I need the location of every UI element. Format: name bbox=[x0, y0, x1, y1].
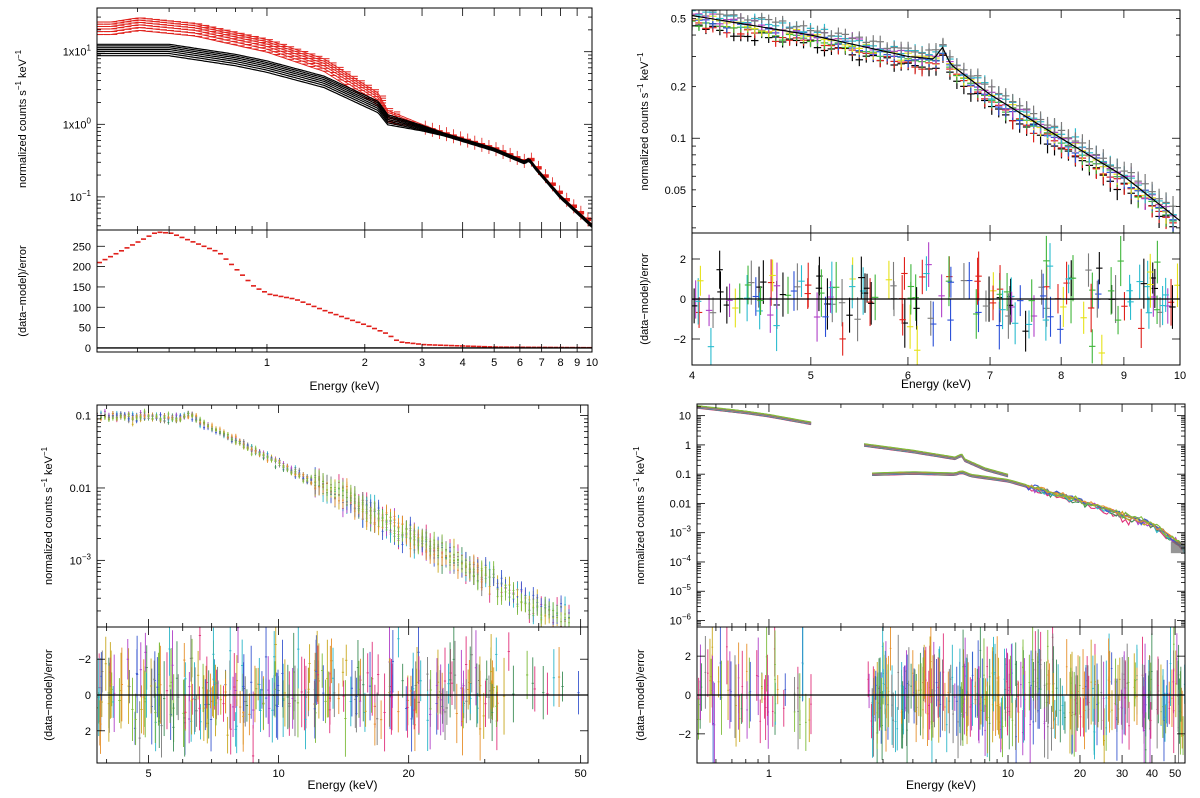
panel-b: 0.5 0.2 0.1 0.05 −2 0 2 4 5 6 7 8 9 10 Energy (keV) nor… bbox=[636, 9, 1186, 391]
x-tick-label: 1 bbox=[264, 357, 270, 369]
x-tick-label: 7 bbox=[987, 370, 993, 382]
model-curve-red bbox=[97, 21, 592, 226]
y-axis-label-bottom: (data−model)/error bbox=[639, 253, 651, 345]
y-tick-label: 2 bbox=[85, 726, 91, 738]
model-curve-black bbox=[97, 43, 592, 226]
y-axis-label-top: normalized counts s−1 keV−1 bbox=[14, 49, 29, 188]
x-tick-label: 4 bbox=[460, 357, 466, 369]
x-tick-label: 7 bbox=[539, 357, 545, 369]
y-tick-label: 0 bbox=[85, 690, 91, 702]
x-tick-label: 2 bbox=[362, 357, 368, 369]
model-curve-black bbox=[97, 45, 592, 226]
model-curve-red bbox=[97, 24, 592, 227]
y-tick-label: 0 bbox=[85, 343, 91, 355]
x-tick-label: 5 bbox=[145, 768, 151, 780]
y-tick-label: 0.1 bbox=[671, 133, 686, 145]
y-tick-label: 10−1 bbox=[70, 189, 92, 204]
top-plot-area bbox=[97, 17, 592, 228]
x-tick-label: 50 bbox=[575, 768, 587, 780]
model-curve-black bbox=[97, 50, 592, 227]
y-tick-label: 150 bbox=[73, 282, 91, 294]
top-plot-area bbox=[97, 408, 570, 627]
x-tick-label: 5 bbox=[808, 370, 814, 382]
y-tick-label: 250 bbox=[73, 241, 91, 253]
bottom-plot-area bbox=[97, 627, 588, 763]
x-tick-label: 20 bbox=[403, 768, 415, 780]
y-tick-label: 1x100 bbox=[63, 116, 92, 131]
bottom-frame bbox=[96, 229, 593, 353]
x-tick-label: 4 bbox=[689, 370, 695, 382]
x-tick-label: 5 bbox=[491, 357, 497, 369]
panel-a: 1x101 1x100 10−1 0 50 100 150 200 250 1 2 3 4 5 6 7 8 9 10… bbox=[14, 7, 598, 393]
y-tick-label: 10−3 bbox=[70, 552, 92, 567]
x-tick-label: 3 bbox=[419, 357, 425, 369]
model-curve-black bbox=[97, 52, 592, 228]
model-curve-red bbox=[97, 29, 592, 228]
y-tick-label: 100 bbox=[73, 302, 91, 314]
y-tick-label: 0.1 bbox=[76, 411, 91, 423]
x-tick-label: 6 bbox=[905, 370, 911, 382]
top-frame bbox=[96, 7, 593, 231]
x-tick-label: 9 bbox=[574, 357, 580, 369]
y-tick-label: 2 bbox=[680, 254, 686, 266]
y-tick-label: 0.5 bbox=[671, 13, 686, 25]
x-tick-label: 10 bbox=[586, 357, 598, 369]
y-tick-label: 0.01 bbox=[70, 483, 91, 495]
x-axis-label: Energy (keV) bbox=[309, 379, 379, 393]
y-tick-label: 50 bbox=[79, 323, 91, 335]
y-axis-label-top: normalized counts s−1 keV−1 bbox=[636, 52, 651, 191]
x-tick-label: 10 bbox=[1174, 370, 1186, 382]
y-tick-label: 0.05 bbox=[665, 185, 686, 197]
y-tick-label: 200 bbox=[73, 262, 91, 274]
y-tick-label: 0.2 bbox=[671, 82, 686, 94]
x-tick-label: 9 bbox=[1121, 370, 1127, 382]
x-axis-label: Energy (keV) bbox=[901, 377, 971, 391]
y-tick-label: 1x101 bbox=[63, 44, 92, 59]
bottom-plot-area bbox=[97, 231, 592, 349]
top-plot-area bbox=[692, 10, 1180, 233]
y-axis-label-bottom: (data−model)/error bbox=[17, 245, 29, 337]
model-curve bbox=[692, 14, 1180, 222]
x-tick-label: 8 bbox=[557, 357, 563, 369]
bottom-plot-area bbox=[692, 235, 1180, 365]
y-tick-label: −2 bbox=[78, 654, 91, 666]
model-curve-red bbox=[97, 17, 592, 225]
x-tick-label: 6 bbox=[517, 357, 523, 369]
x-tick-label: 10 bbox=[272, 768, 284, 780]
model-curve-red bbox=[97, 19, 592, 226]
y-tick-label: −2 bbox=[673, 334, 686, 346]
x-tick-label: 8 bbox=[1058, 370, 1064, 382]
model-curve-red bbox=[97, 27, 592, 227]
y-tick-label: 0 bbox=[680, 294, 686, 306]
